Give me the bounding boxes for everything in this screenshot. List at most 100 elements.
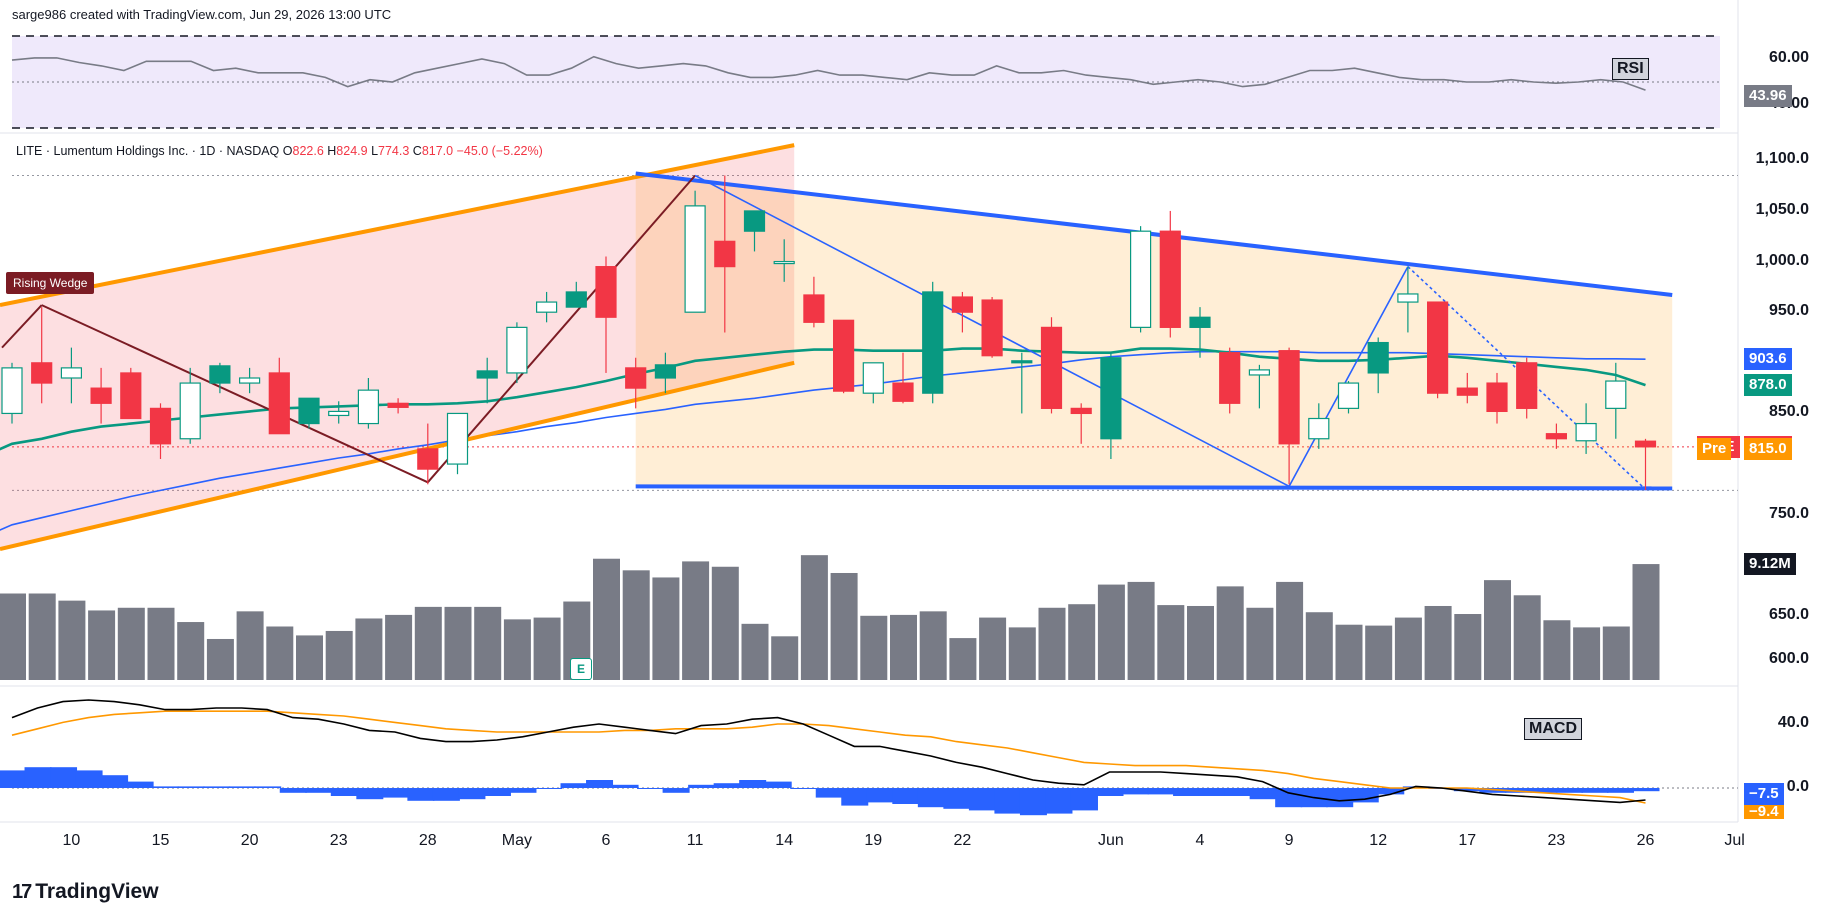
volume-bar <box>800 555 828 680</box>
candle-body <box>506 326 528 374</box>
volume-bar <box>355 618 383 680</box>
macd-histogram-bar <box>356 788 384 800</box>
macd-histogram-bar <box>1632 788 1660 792</box>
volume-bar <box>771 636 799 680</box>
macd-histogram-bar <box>662 788 690 793</box>
symbol-name: LITE · Lumentum Holdings Inc. · 1D · NAS… <box>16 144 280 158</box>
volume-bar <box>385 614 413 680</box>
time-tick-label: 15 <box>151 832 170 849</box>
rising-wedge-label[interactable]: Rising Wedge <box>6 272 95 294</box>
macd-histogram-bar <box>305 788 333 793</box>
time-tick-label: Jul <box>1724 832 1745 849</box>
volume-bar <box>266 626 294 680</box>
candle-body <box>803 294 825 323</box>
candle-body <box>239 377 261 384</box>
volume-bar <box>1038 607 1066 680</box>
candle-body <box>209 365 231 384</box>
volume-bar <box>830 572 858 680</box>
attribution: sarge986 created with TradingView.com, J… <box>12 7 392 22</box>
candle-body <box>1367 341 1389 374</box>
candle-body <box>862 362 884 394</box>
time-tick-label: 4 <box>1195 832 1205 849</box>
candle-body <box>684 205 706 313</box>
time-tick-label: May <box>501 832 533 849</box>
macd-histogram-bar <box>1453 788 1481 792</box>
volume-bar <box>1454 614 1482 680</box>
volume-bar <box>296 635 323 680</box>
macd-histogram-bar <box>509 788 537 793</box>
macd-histogram-bar <box>586 780 614 788</box>
macd-histogram-bar <box>1198 788 1226 796</box>
candle-body <box>773 260 795 265</box>
time-tick-label: 23 <box>329 832 348 849</box>
candle-body <box>922 291 944 394</box>
macd-tick-label: 40.0 <box>1777 714 1809 731</box>
high-label: H <box>327 144 337 158</box>
macd-histogram-bar <box>611 784 639 788</box>
volume-bar <box>177 622 205 680</box>
macd-histogram-bar <box>1275 788 1303 808</box>
candle-body <box>1100 357 1122 440</box>
candle-body <box>654 364 677 379</box>
candle-body <box>1456 387 1478 396</box>
macd-line <box>11 699 1646 804</box>
candles <box>1 175 1657 491</box>
macd-histogram-bar <box>152 786 180 788</box>
macd-histogram-bar <box>1224 788 1252 796</box>
tradingview-logo[interactable]: 17 TradingView <box>12 880 159 904</box>
volume-bar <box>474 606 502 680</box>
price-tick-label: 1,100.0 <box>1755 150 1809 168</box>
macd-label[interactable]: MACD <box>1524 718 1582 740</box>
volume-bar <box>622 570 650 680</box>
volume-bar <box>58 600 86 680</box>
volume-bar <box>682 561 710 680</box>
volume-bar <box>1305 612 1333 680</box>
time-tick-label: 14 <box>775 832 794 849</box>
macd-histogram-bar <box>177 786 205 788</box>
macd-histogram-bar <box>50 767 78 788</box>
macd-histogram-bar <box>126 781 154 788</box>
candle-body <box>1486 382 1508 413</box>
macd-histogram-bar <box>0 770 26 788</box>
macd-histogram-bar <box>254 786 282 788</box>
candle-body <box>1159 230 1181 328</box>
candle-body <box>328 410 350 417</box>
descending-channel-fill <box>635 173 1673 489</box>
volume-bar <box>1484 580 1511 680</box>
volume-bar <box>206 638 234 680</box>
macd-histogram-bar <box>1377 788 1405 795</box>
earnings-marker-icon[interactable]: E <box>570 658 592 680</box>
rsi-label[interactable]: RSI <box>1612 58 1649 80</box>
macd-histogram-bar <box>432 788 460 801</box>
volume-bar <box>1008 627 1036 680</box>
volume-bar <box>1573 627 1601 680</box>
candle-body <box>951 296 974 313</box>
change-value: −45.0 (−5.22%) <box>456 144 543 158</box>
price-tick-label: 750.0 <box>1768 504 1809 522</box>
macd-histogram-bar <box>203 786 231 788</box>
macd-histogram-bar <box>994 788 1022 814</box>
macd-histogram-bar <box>688 784 716 788</box>
time-tick-label: 11 <box>686 832 704 849</box>
volume-bar <box>533 617 561 680</box>
rsi-pane <box>0 0 1739 823</box>
candle-body <box>1308 417 1330 440</box>
volume-bar <box>414 606 442 680</box>
macd-histogram-bar <box>1555 788 1583 793</box>
volume-bar <box>979 617 1007 680</box>
channel-lower-line <box>635 484 1673 491</box>
macd-value-tag: −7.5 <box>1744 783 1784 806</box>
volume-bar <box>1097 584 1125 680</box>
volume-bar <box>28 593 56 680</box>
candle-body <box>1545 433 1568 440</box>
volume-value-tag: 9.12M <box>1744 553 1796 576</box>
volume-bar <box>741 623 769 680</box>
zigzag-line <box>41 304 429 484</box>
candle-body <box>387 402 409 408</box>
tradingview-logo-text: TradingView <box>35 880 159 903</box>
candle-body <box>535 301 558 313</box>
volume-bar <box>1632 564 1660 680</box>
candle-body <box>1129 230 1152 328</box>
macd-histogram-bar <box>381 788 409 798</box>
